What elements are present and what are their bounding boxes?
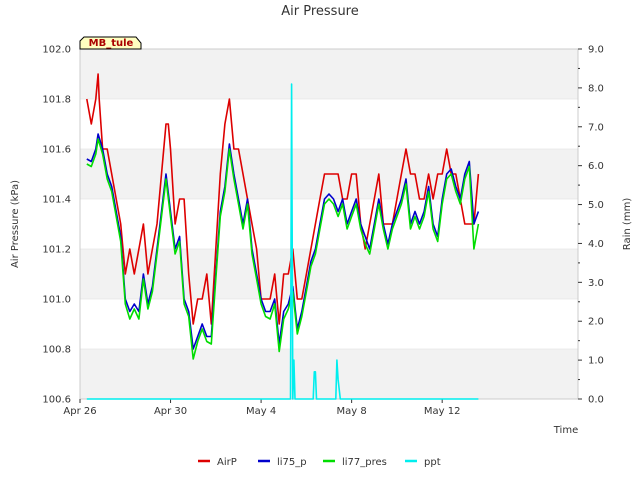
y2-tick-label: 9.0 bbox=[588, 45, 604, 56]
series-line-li75-p bbox=[86, 133, 480, 350]
y-tick-label: 101.8 bbox=[42, 95, 71, 106]
legend-label: li77_pres bbox=[342, 457, 387, 468]
legend: AirP li75_p li77_pres ppt bbox=[198, 457, 441, 468]
y-axis-ticks: 100.6 100.8 101.0 101.2 101.4 101.6 101.8 102.0 bbox=[42, 45, 71, 406]
y2-tick-label: 8.0 bbox=[588, 83, 604, 94]
legend-label: AirP bbox=[217, 457, 237, 468]
y2-tick-label: 0.0 bbox=[588, 395, 604, 406]
background-band bbox=[80, 49, 578, 99]
y-tick-label: 101.2 bbox=[42, 245, 71, 256]
series-line-airp bbox=[86, 73, 480, 325]
background-band bbox=[80, 249, 578, 299]
y-tick-label: 100.6 bbox=[42, 395, 71, 406]
series-line-li77-pres bbox=[86, 138, 480, 360]
legend-label: ppt bbox=[424, 457, 441, 468]
y2-tick-label: 6.0 bbox=[588, 161, 604, 172]
y2-tick-label: 2.0 bbox=[588, 317, 604, 328]
y2-tick-label: 4.0 bbox=[588, 239, 604, 250]
chart-title: Air Pressure bbox=[281, 4, 359, 19]
x-tick-label: Apr 26 bbox=[63, 406, 96, 417]
y2-axis-label: Rain (mm) bbox=[622, 198, 633, 251]
series-lines bbox=[86, 73, 480, 400]
y-tick-label: 101.4 bbox=[42, 195, 71, 206]
plot-frame bbox=[79, 48, 579, 400]
y2-tick-label: 5.0 bbox=[588, 200, 604, 211]
y-tick-label: 101.6 bbox=[42, 145, 71, 156]
background-bands bbox=[80, 49, 578, 400]
series-line-ppt bbox=[86, 83, 479, 400]
legend-label: li75_p bbox=[277, 457, 307, 468]
site-label: MB_tule bbox=[79, 36, 142, 50]
y-tick-label: 101.0 bbox=[42, 295, 71, 306]
y2-tick-label: 7.0 bbox=[588, 122, 604, 133]
y2-tick-label: 3.0 bbox=[588, 278, 604, 289]
x-tick-label: Apr 30 bbox=[154, 406, 187, 417]
y2-tick-label: 1.0 bbox=[588, 356, 604, 367]
y-axis-label: Air Pressure (kPa) bbox=[10, 180, 21, 268]
background-band bbox=[80, 349, 578, 399]
x-axis-label: Time bbox=[553, 425, 578, 436]
y-tick-label: 102.0 bbox=[42, 45, 71, 56]
y-tick-label: 100.8 bbox=[42, 345, 71, 356]
x-tick-label: May 4 bbox=[246, 406, 276, 417]
x-tick-label: May 8 bbox=[337, 406, 367, 417]
site-label-text: MB_tule bbox=[89, 38, 134, 49]
x-axis-ticks: Apr 26 Apr 30 May 4 May 8 May 12 bbox=[63, 399, 460, 417]
y2-axis-ticks: 0.0 1.0 2.0 3.0 4.0 5.0 6.0 7.0 8.0 9.0 bbox=[578, 45, 604, 406]
x-tick-label: May 12 bbox=[424, 406, 461, 417]
